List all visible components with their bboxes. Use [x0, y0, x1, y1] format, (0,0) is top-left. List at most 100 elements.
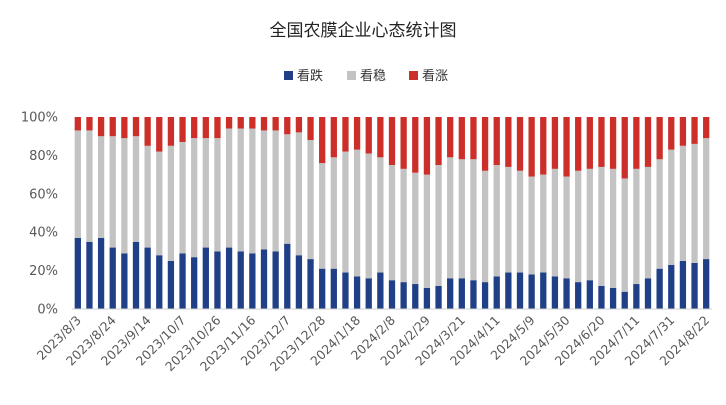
bar-segment-1 — [644, 166, 652, 279]
bar-segment-0 — [202, 247, 209, 309]
bar-segment-0 — [656, 268, 663, 309]
bar-segment-1 — [307, 140, 314, 260]
bar-segment-2 — [121, 117, 128, 139]
bar-segment-0 — [249, 253, 256, 309]
bar-segment-2 — [202, 117, 209, 139]
bar-segment-2 — [703, 117, 710, 139]
bar-segment-2 — [249, 117, 256, 129]
bar-segment-0 — [353, 276, 361, 309]
bar-segment-2 — [644, 117, 652, 167]
bar-segment-0 — [74, 237, 81, 309]
bar-segment-0 — [144, 247, 151, 309]
bar-segment-1 — [551, 168, 559, 277]
bar-segment-2 — [284, 117, 291, 135]
bar-segment-1 — [295, 132, 303, 256]
bar-segment-2 — [353, 117, 361, 150]
bar-segment-1 — [679, 145, 687, 261]
bar-segment-2 — [470, 117, 477, 160]
bar-segment-2 — [307, 117, 314, 141]
bar-segment-1 — [470, 159, 477, 281]
bar-segment-1 — [516, 170, 524, 273]
bar-segment-1 — [132, 136, 140, 242]
bar-segment-0 — [668, 264, 675, 309]
bar-segment-1 — [377, 157, 384, 273]
legend-label-1: 看稳 — [360, 68, 386, 84]
bar-segment-1 — [202, 138, 209, 248]
bar-segment-2 — [86, 117, 93, 131]
bar-segment-0 — [260, 249, 268, 309]
y-tick-label: 60% — [29, 187, 58, 202]
y-tick-label: 100% — [21, 111, 58, 126]
bar-segment-2 — [295, 117, 303, 133]
bar-segment-0 — [97, 237, 105, 309]
legend-swatch-0 — [284, 71, 293, 80]
bar-segment-1 — [365, 153, 372, 279]
bar-segment-0 — [307, 259, 314, 309]
bar-segment-0 — [295, 255, 303, 309]
bar-segment-1 — [621, 178, 628, 292]
bar-segment-0 — [365, 278, 372, 309]
bar-segment-2 — [540, 117, 547, 175]
bar-segment-1 — [272, 130, 279, 252]
bar-segment-1 — [423, 174, 431, 288]
bar-segment-1 — [586, 168, 593, 281]
bar-segment-0 — [284, 243, 291, 309]
bars — [74, 117, 710, 309]
bar-segment-1 — [97, 136, 105, 238]
bar-segment-1 — [563, 176, 570, 279]
bar-segment-2 — [191, 117, 198, 139]
bar-segment-2 — [598, 117, 605, 167]
bar-segment-2 — [179, 117, 186, 142]
bar-segment-0 — [691, 262, 698, 309]
legend-swatch-1 — [347, 71, 356, 80]
bar-segment-1 — [528, 176, 535, 275]
bar-segment-0 — [156, 255, 163, 309]
bar-segment-1 — [319, 163, 326, 269]
bar-segment-0 — [400, 282, 407, 309]
bar-segment-2 — [609, 117, 617, 169]
bar-segment-0 — [167, 261, 175, 309]
bar-segment-2 — [144, 117, 151, 146]
bar-segment-0 — [470, 280, 477, 309]
bar-segment-0 — [272, 251, 279, 309]
bar-segment-2 — [691, 117, 698, 144]
bar-segment-0 — [505, 272, 512, 309]
bar-segment-0 — [598, 285, 605, 309]
bar-segment-0 — [132, 241, 140, 309]
bar-segment-0 — [575, 282, 582, 309]
bar-segment-2 — [505, 117, 512, 167]
bar-segment-0 — [342, 272, 349, 309]
bar-segment-2 — [458, 117, 465, 160]
bar-segment-0 — [447, 278, 454, 309]
bar-segment-2 — [481, 117, 489, 171]
legend-label-2: 看涨 — [422, 68, 448, 84]
bar-segment-2 — [447, 117, 454, 158]
bar-segment-2 — [260, 117, 268, 131]
bar-segment-0 — [540, 272, 547, 309]
bar-segment-0 — [330, 268, 337, 309]
bar-segment-1 — [447, 157, 454, 279]
y-tick-label: 0% — [37, 303, 58, 318]
bar-segment-2 — [167, 117, 175, 146]
bar-segment-0 — [563, 278, 570, 309]
bar-segment-0 — [551, 276, 559, 309]
bar-segment-1 — [214, 138, 221, 252]
legend: 看跌 看稳 看涨 — [284, 68, 448, 84]
bar-segment-1 — [388, 165, 396, 281]
bar-segment-2 — [668, 117, 675, 150]
y-axis: 0% 20% 40% 60% 80% 100% — [21, 111, 58, 318]
bar-segment-2 — [633, 117, 640, 169]
bar-segment-0 — [703, 259, 710, 309]
bar-segment-0 — [458, 278, 465, 309]
bar-segment-2 — [214, 117, 221, 139]
bar-segment-1 — [609, 168, 617, 288]
bar-segment-1 — [458, 159, 465, 279]
bar-segment-0 — [377, 272, 384, 309]
bar-segment-2 — [225, 117, 233, 129]
bar-segment-2 — [156, 117, 163, 152]
bar-segment-0 — [633, 284, 640, 309]
bar-segment-0 — [191, 257, 198, 309]
bar-segment-0 — [86, 241, 93, 309]
bar-segment-2 — [586, 117, 593, 169]
